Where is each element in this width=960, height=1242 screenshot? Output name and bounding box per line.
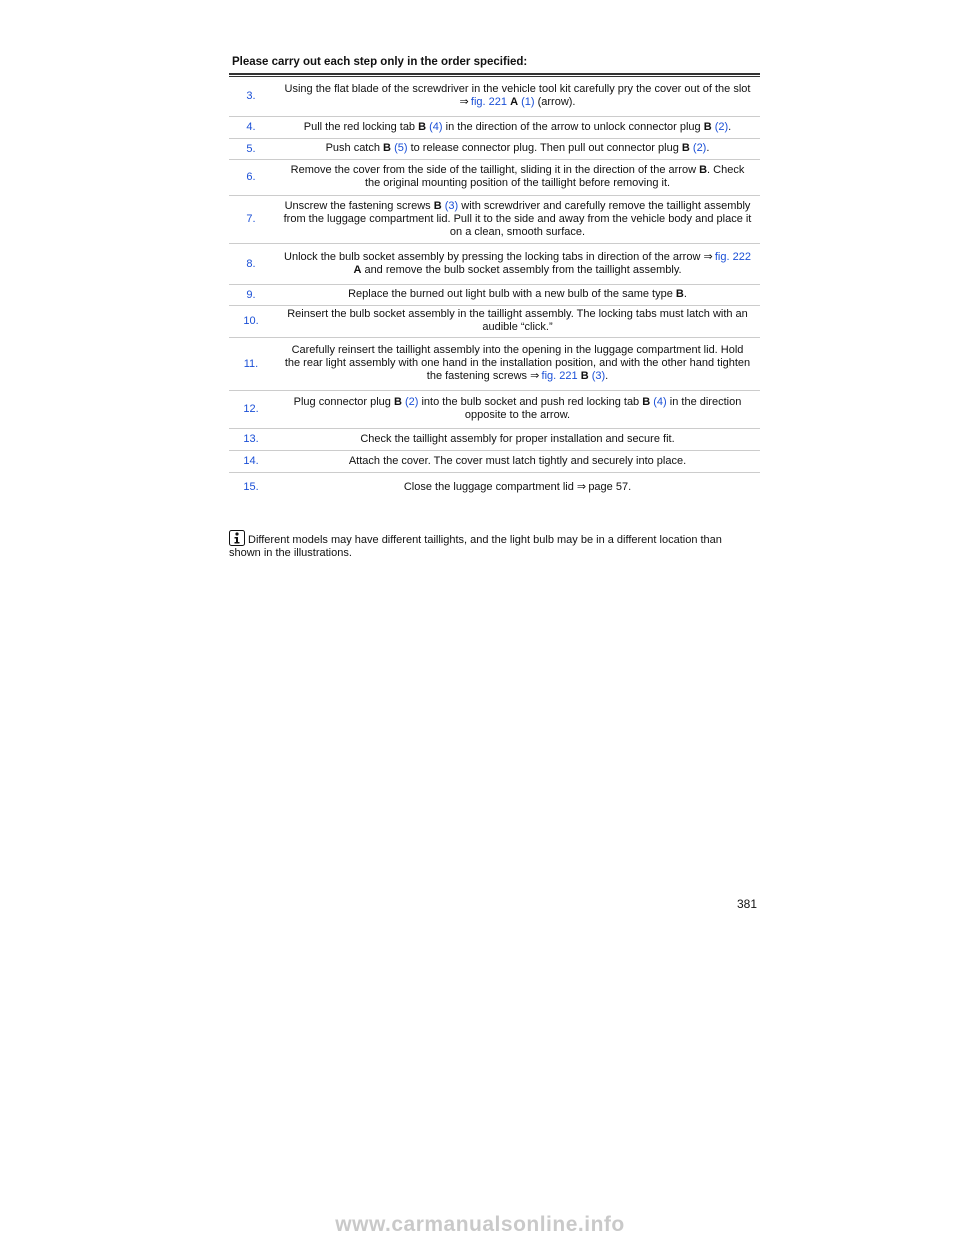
text-run: .	[706, 142, 710, 154]
text-run: Reinsert the bulb socket assembly in the…	[287, 308, 748, 333]
step-text: Close the luggage compartment lid ⇒ page…	[273, 472, 760, 502]
text-run: and remove the bulb socket assembly from…	[361, 263, 682, 276]
step-text: Reinsert the bulb socket assembly in the…	[273, 305, 760, 338]
cross-reference[interactable]: fig. 221	[470, 96, 508, 109]
cross-reference[interactable]: fig. 222	[714, 250, 751, 263]
text-run: Replace the burned out light bulb with a…	[348, 288, 676, 300]
step-text: Remove the cover from the side of the ta…	[273, 159, 760, 196]
watermark: www.carmanualsonline.info	[335, 1213, 625, 1236]
text-run: .	[683, 288, 687, 300]
text-run: . Check the original mounting position o…	[364, 164, 745, 189]
text-run: Close the luggage compartment lid ⇒ page…	[403, 480, 632, 493]
text-run: Remove the cover from the side of the ta…	[290, 164, 700, 176]
text-run: Plug connector plug	[293, 396, 394, 408]
cross-reference[interactable]: (5)	[394, 142, 408, 154]
figure-label: B	[383, 142, 391, 154]
figure-label: B	[418, 120, 427, 133]
figure-label: B	[675, 288, 684, 300]
step-row: 3. Using the flat blade of the screwdrive…	[229, 77, 760, 117]
figure-label: B	[393, 396, 402, 408]
figure-label: B	[681, 142, 690, 154]
step-text: Unlock the bulb socket assembly by press…	[273, 243, 760, 285]
step-number: 5.	[229, 138, 273, 160]
figure-label: B	[433, 199, 442, 212]
text-run: into the bulb socket and push red lockin…	[418, 396, 643, 408]
note: Different models may have different tail…	[229, 530, 749, 560]
step-number: 14.	[229, 450, 273, 473]
step-row: 9. Replace the burned out light bulb with…	[229, 284, 760, 306]
figure-label: B	[580, 370, 589, 382]
step-row: 15. Close the luggage compartment lid ⇒ p…	[229, 472, 760, 502]
figure-label: B	[642, 396, 651, 408]
text-run: Unlock the bulb socket assembly by press…	[284, 250, 715, 263]
step-row: 10. Reinsert the bulb socket assembly in …	[229, 305, 760, 338]
step-text: Push catch B (5) to release connector pl…	[273, 138, 760, 160]
text-run: to release connector plug. Then pull out…	[407, 142, 682, 154]
figure-label: B	[703, 120, 712, 133]
step-text: Check the taillight assembly for proper …	[273, 428, 760, 451]
cross-reference[interactable]: (2)	[692, 142, 707, 154]
text-run: .	[728, 120, 732, 133]
text-run: with screwdriver and carefully remove th…	[283, 199, 752, 238]
steps-table: 3. Using the flat blade of the screwdrive…	[229, 77, 760, 502]
step-number: 13.	[229, 428, 273, 451]
page-number: 381	[737, 897, 758, 911]
step-row: 8. Unlock the bulb socket assembly by pre…	[229, 243, 760, 285]
step-text: Replace the burned out light bulb with a…	[273, 284, 760, 306]
text-run: Using the flat blade of the screwdriver …	[284, 83, 751, 109]
cross-reference[interactable]: (2)	[404, 396, 419, 408]
cross-reference[interactable]: (4)	[653, 396, 667, 408]
text-run: .	[605, 370, 609, 382]
step-number: 12.	[229, 390, 273, 429]
heading: Please carry out each step only in the o…	[232, 56, 528, 68]
step-number: 11.	[229, 337, 273, 391]
text-run: Pull the red locking tab	[303, 120, 419, 133]
step-number: 7.	[229, 195, 273, 244]
cross-reference[interactable]: (2)	[714, 120, 729, 133]
text-run: Attach the cover. The cover must latch t…	[348, 454, 687, 467]
step-row: 6. Remove the cover from the side of the …	[229, 159, 760, 196]
text-run: Push catch	[325, 142, 384, 154]
step-text: Carefully reinsert the taillight assembl…	[273, 337, 760, 391]
step-number: 3.	[229, 77, 273, 117]
cross-reference[interactable]: (3)	[591, 370, 606, 382]
step-row: 14. Attach the cover. The cover must latc…	[229, 450, 760, 473]
step-row: 4. Pull the red locking tab B (4) in the …	[229, 116, 760, 139]
text-run: in the direction opposite to the arrow.	[464, 396, 742, 421]
step-row: 12. Plug connector plug B (2) into the bu…	[229, 390, 760, 429]
step-number: 6.	[229, 159, 273, 196]
step-text: Pull the red locking tab B (4) in the di…	[273, 116, 760, 139]
step-number: 8.	[229, 243, 273, 285]
step-number: 9.	[229, 284, 273, 306]
text-run: Carefully reinsert the taillight assembl…	[284, 344, 751, 382]
step-row: 13. Check the taillight assembly for prop…	[229, 428, 760, 451]
step-number: 4.	[229, 116, 273, 139]
cross-reference[interactable]: (1)	[521, 96, 535, 109]
cross-reference[interactable]: (4)	[429, 120, 443, 133]
step-text: Plug connector plug B (2) into the bulb …	[273, 390, 760, 429]
figure-label: A	[510, 96, 519, 109]
step-number: 15.	[243, 481, 259, 494]
figure-label: B	[699, 164, 708, 176]
cross-reference[interactable]: (3)	[444, 199, 459, 212]
figure-label: A	[353, 263, 362, 276]
step-text: Unscrew the fastening screws B (3) with …	[273, 195, 760, 244]
text-run: Check the taillight assembly for proper …	[360, 432, 675, 445]
step-row: 5. Push catch B (5) to release connector …	[229, 138, 760, 160]
cross-reference[interactable]: fig. 221	[541, 370, 578, 382]
step-row: 7. Unscrew the fastening screws B (3) wit…	[229, 195, 760, 244]
step-text: Using the flat blade of the screwdriver …	[273, 77, 760, 117]
text-run: Unscrew the fastening screws	[284, 199, 434, 212]
text-run: in the direction of the arrow to unlock …	[442, 120, 704, 133]
double-rule	[229, 73, 760, 77]
info-icon	[229, 530, 245, 546]
note-text: Different models may have different tail…	[229, 534, 722, 559]
step-row: 11. Carefully reinsert the taillight asse…	[229, 337, 760, 391]
step-number: 10.	[229, 305, 273, 338]
step-text: Attach the cover. The cover must latch t…	[273, 450, 760, 473]
text-run: (arrow).	[534, 96, 576, 109]
